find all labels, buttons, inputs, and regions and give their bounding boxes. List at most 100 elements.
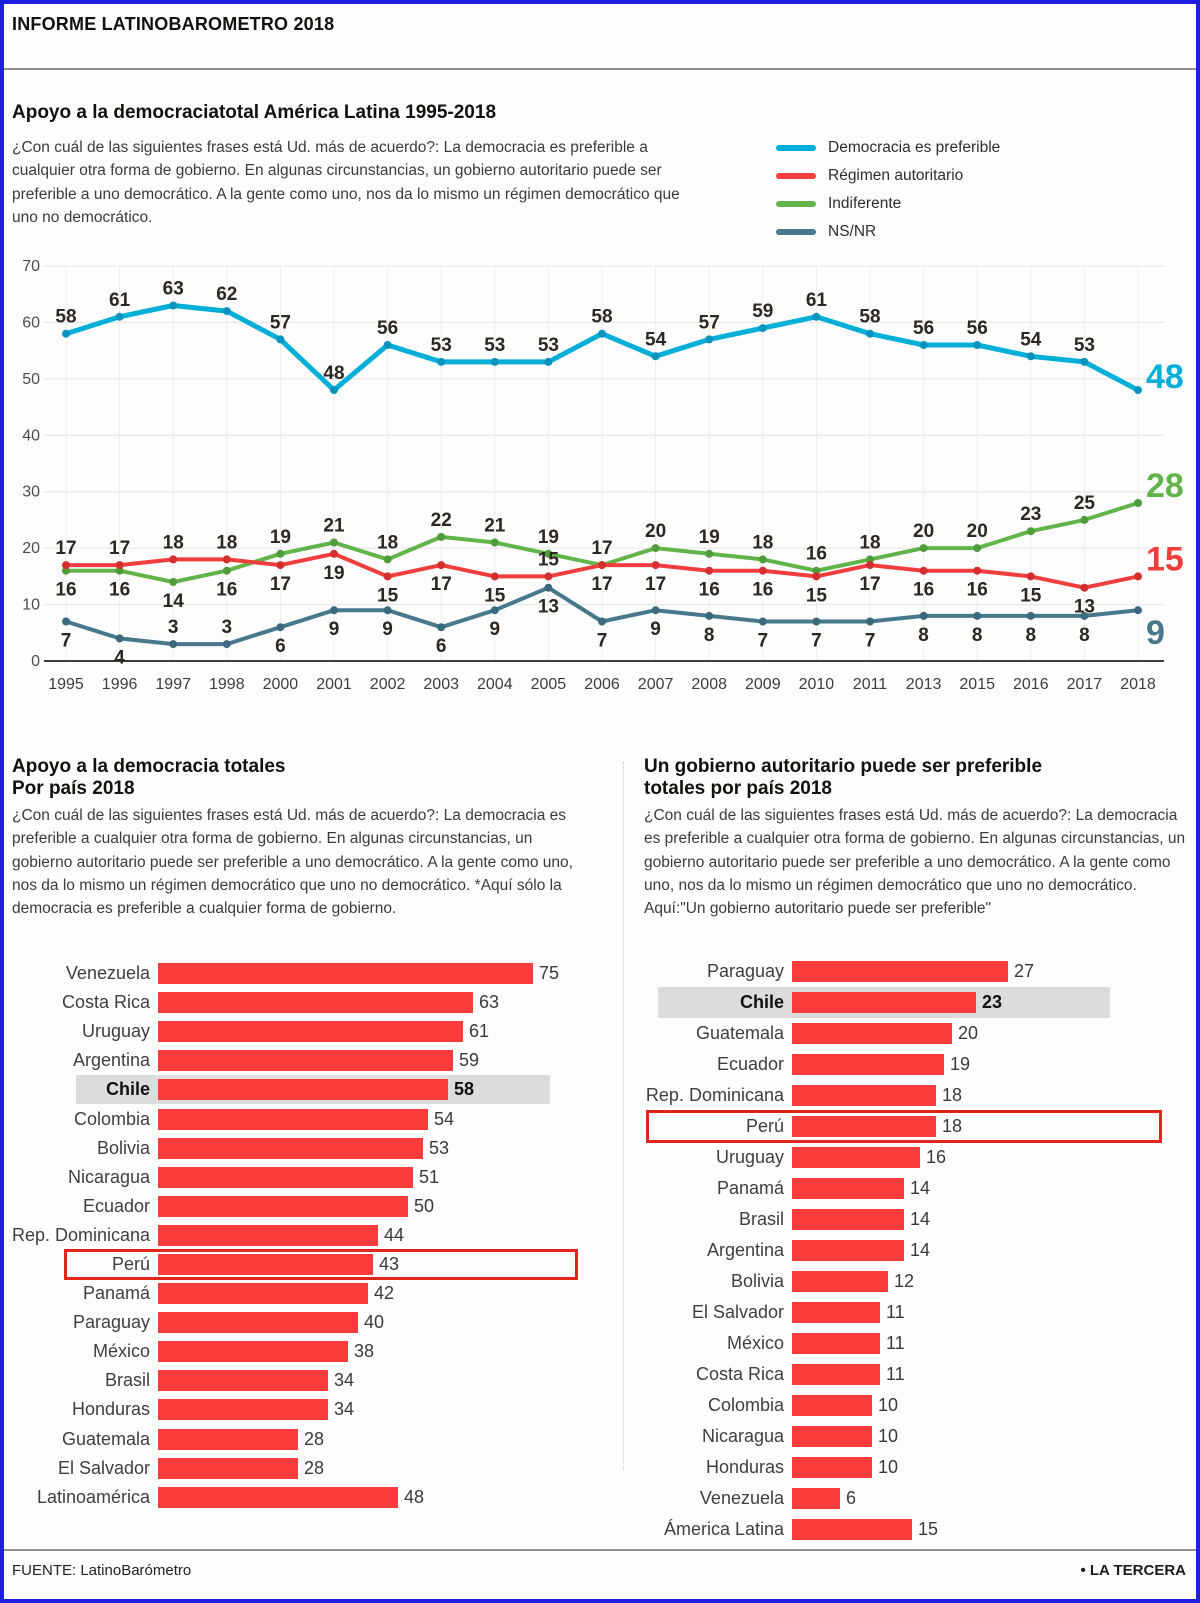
bar bbox=[158, 1428, 298, 1450]
svg-text:17: 17 bbox=[591, 574, 612, 595]
svg-text:18: 18 bbox=[859, 532, 880, 553]
svg-text:13: 13 bbox=[1074, 597, 1095, 618]
svg-text:7: 7 bbox=[865, 631, 876, 652]
bar-label: Argentina bbox=[706, 1240, 784, 1260]
svg-text:20: 20 bbox=[22, 540, 40, 557]
bar-label: Guatemala bbox=[61, 1428, 150, 1449]
bar-value: 54 bbox=[434, 1108, 455, 1129]
svg-text:10: 10 bbox=[22, 597, 40, 614]
bar-label: Honduras bbox=[71, 1399, 150, 1420]
bar-value: 10 bbox=[878, 1457, 899, 1477]
bar-row: Guatemala 20 bbox=[644, 1018, 1196, 1049]
bar-row: Panamá 14 bbox=[644, 1173, 1196, 1204]
bar-row: Honduras 34 bbox=[12, 1395, 612, 1424]
svg-text:8: 8 bbox=[704, 625, 715, 646]
right-bar-chart-description: ¿Con cuál de las siguientes frases está … bbox=[644, 807, 1186, 917]
bar bbox=[158, 1195, 408, 1217]
bar-row: Honduras 10 bbox=[644, 1452, 1196, 1483]
bar-label: Venezuela bbox=[699, 1488, 784, 1508]
svg-text:1997: 1997 bbox=[155, 676, 191, 693]
bar bbox=[158, 1108, 428, 1130]
svg-text:48: 48 bbox=[1146, 358, 1184, 396]
svg-text:70: 70 bbox=[22, 258, 40, 275]
bar-label: Bolivia bbox=[96, 1137, 150, 1158]
bar-value: 58 bbox=[454, 1079, 475, 1100]
svg-text:61: 61 bbox=[806, 290, 828, 311]
bar bbox=[792, 1209, 904, 1230]
svg-text:2009: 2009 bbox=[745, 676, 781, 693]
legend-label: Indiferente bbox=[828, 195, 902, 212]
svg-text:18: 18 bbox=[752, 532, 773, 553]
bar bbox=[792, 1457, 872, 1478]
legend-swatch-icon bbox=[776, 229, 816, 235]
bar-value: 14 bbox=[910, 1240, 931, 1260]
svg-text:14: 14 bbox=[163, 591, 185, 612]
svg-text:2010: 2010 bbox=[799, 676, 835, 693]
bar-row: Colombia 10 bbox=[644, 1390, 1196, 1421]
svg-text:22: 22 bbox=[431, 510, 452, 531]
line-chart-description: ¿Con cuál de las siguientes frases está … bbox=[12, 139, 680, 226]
legend-label: Democracia es preferible bbox=[828, 139, 1001, 156]
bar-label: México bbox=[726, 1333, 784, 1353]
svg-text:15: 15 bbox=[1146, 540, 1184, 578]
line-chart-legend: Democracia es preferible Régimen autorita… bbox=[776, 134, 1000, 246]
svg-text:2002: 2002 bbox=[370, 676, 406, 693]
svg-text:13: 13 bbox=[538, 597, 559, 618]
svg-text:59: 59 bbox=[752, 301, 773, 322]
bar bbox=[792, 961, 1008, 982]
report-kicker: INFORME LATINOBAROMETRO 2018 bbox=[12, 14, 335, 34]
svg-text:2005: 2005 bbox=[531, 676, 567, 693]
bar bbox=[158, 1224, 378, 1246]
svg-text:17: 17 bbox=[645, 574, 666, 595]
bar-label: Paraguay bbox=[706, 961, 784, 981]
bar-value: 51 bbox=[419, 1166, 440, 1187]
bar-row: Brasil 14 bbox=[644, 1204, 1196, 1235]
bar bbox=[158, 1021, 463, 1043]
svg-text:15: 15 bbox=[538, 549, 560, 570]
bar-row: Brasil 34 bbox=[12, 1366, 612, 1395]
bar-value: 38 bbox=[354, 1341, 375, 1362]
bar-row: Venezuela 6 bbox=[644, 1483, 1196, 1514]
bar-label: Perú bbox=[111, 1253, 150, 1274]
bar-value: 14 bbox=[910, 1209, 931, 1229]
left-bar-chart-description: ¿Con cuál de las siguientes frases está … bbox=[12, 807, 573, 917]
bar-row: Ámerica Latina 15 bbox=[644, 1514, 1196, 1545]
svg-text:23: 23 bbox=[1020, 504, 1041, 525]
bar-value: 40 bbox=[364, 1312, 385, 1333]
bar-value: 61 bbox=[469, 1021, 490, 1042]
bar-label: Chile bbox=[739, 992, 784, 1012]
bar bbox=[792, 1054, 944, 1075]
left-bar-chart-title: Apoyo a la democracia totales Por país 2… bbox=[12, 756, 286, 800]
bar-row: Panamá 42 bbox=[12, 1279, 612, 1308]
legend-item: Democracia es preferible bbox=[776, 134, 1000, 162]
svg-text:15: 15 bbox=[484, 585, 506, 606]
svg-text:56: 56 bbox=[913, 318, 934, 339]
bar-row: Costa Rica 11 bbox=[644, 1359, 1196, 1390]
legend-swatch-icon bbox=[776, 145, 816, 151]
svg-text:9: 9 bbox=[1146, 614, 1165, 652]
bar bbox=[792, 1240, 904, 1261]
emphasis-box bbox=[64, 1248, 578, 1281]
legend-label: Régimen autoritario bbox=[828, 167, 964, 184]
svg-text:28: 28 bbox=[1146, 467, 1184, 505]
top-divider bbox=[4, 68, 1196, 70]
bar-value: 18 bbox=[942, 1085, 963, 1105]
bar-value: 20 bbox=[958, 1023, 979, 1043]
bar-value: 28 bbox=[304, 1428, 325, 1449]
bar-value: 11 bbox=[886, 1302, 905, 1322]
bar bbox=[158, 1457, 298, 1479]
bar-value: 44 bbox=[384, 1224, 405, 1245]
svg-text:17: 17 bbox=[859, 574, 880, 595]
bar bbox=[792, 1085, 936, 1106]
svg-text:1995: 1995 bbox=[48, 676, 84, 693]
bar-value: 11 bbox=[886, 1364, 905, 1384]
svg-text:2007: 2007 bbox=[638, 676, 674, 693]
bar-row: Guatemala 28 bbox=[12, 1425, 612, 1454]
bar bbox=[792, 1519, 912, 1540]
bar-label: Venezuela bbox=[65, 963, 150, 984]
svg-text:40: 40 bbox=[22, 427, 40, 444]
svg-text:2018: 2018 bbox=[1120, 676, 1156, 693]
bar bbox=[158, 1050, 453, 1072]
column-divider bbox=[623, 762, 624, 1470]
svg-text:2000: 2000 bbox=[263, 676, 299, 693]
